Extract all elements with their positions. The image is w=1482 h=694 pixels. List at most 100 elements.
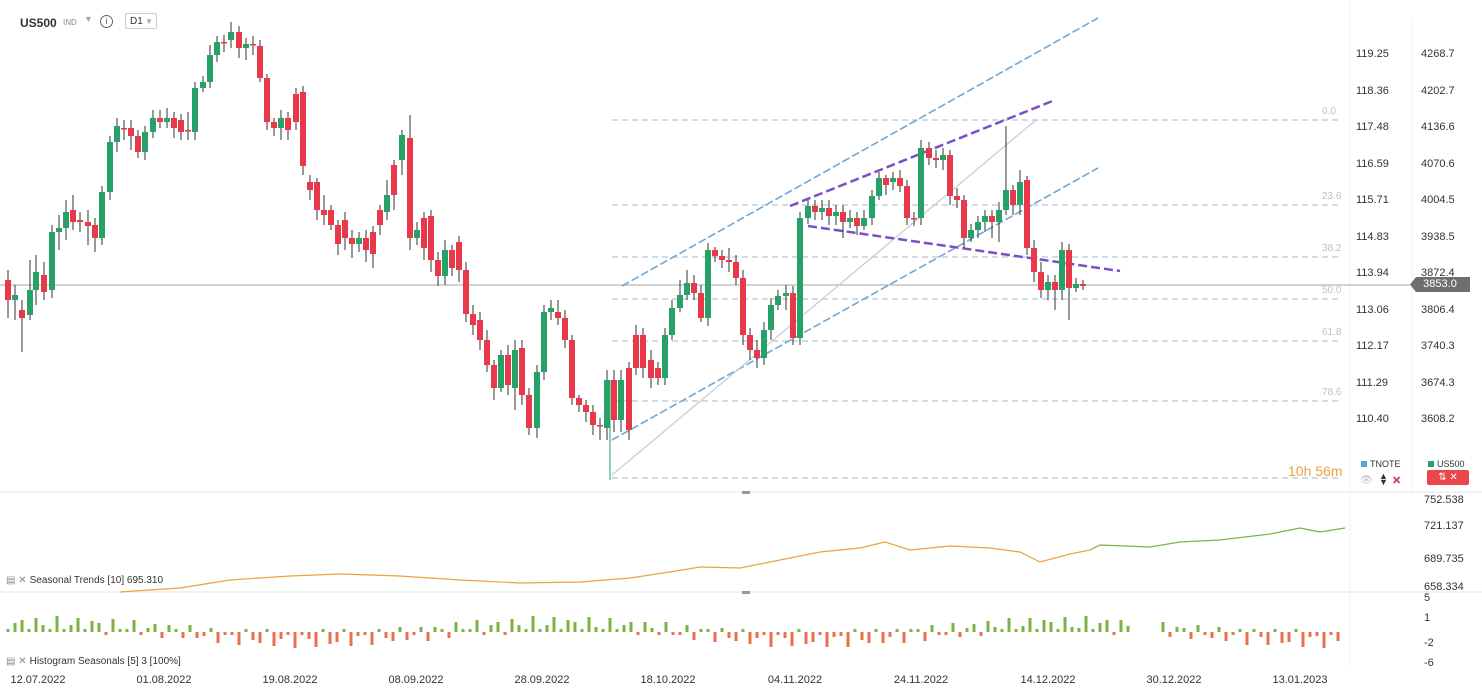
candle[interactable] [562,318,568,340]
candle[interactable] [1003,190,1009,210]
histogram-bar[interactable] [349,632,353,646]
candle[interactable] [135,136,141,152]
candle[interactable] [271,122,277,128]
histogram-bar[interactable] [958,632,962,637]
histogram-bar[interactable] [629,622,633,632]
candle[interactable] [947,155,953,196]
histogram-bar[interactable] [538,629,542,632]
histogram-bar[interactable] [601,629,605,632]
candle[interactable] [456,242,462,270]
histogram-bar[interactable] [1273,629,1277,632]
candle[interactable] [192,88,198,132]
histogram-bar[interactable] [181,632,185,638]
histogram-bar[interactable] [55,616,59,632]
trend-channel-line[interactable] [611,167,1099,441]
candle[interactable] [691,283,697,293]
histogram-bar[interactable] [1161,622,1165,632]
histogram-bar[interactable] [1042,620,1046,632]
histogram-bar[interactable] [454,622,458,632]
candle[interactable] [926,148,932,158]
candle[interactable] [300,92,306,166]
histogram-bar[interactable] [118,629,122,632]
histogram-bar[interactable] [636,632,640,635]
histogram-bar[interactable] [1245,632,1249,645]
candle[interactable] [712,250,718,256]
candle[interactable] [705,250,711,318]
candle[interactable] [526,395,532,428]
candle[interactable] [576,398,582,405]
histogram-bar[interactable] [804,632,808,644]
histogram-bar[interactable] [895,629,899,632]
histogram-bar[interactable] [517,625,521,632]
candle[interactable] [285,118,291,130]
candle[interactable] [677,295,683,308]
histogram-bar[interactable] [153,624,157,632]
candle[interactable] [1038,272,1044,290]
histogram-bar[interactable] [377,629,381,632]
wedge-upper-line[interactable] [789,98,1056,208]
histogram-bar[interactable] [1028,618,1032,632]
histogram-bar[interactable] [90,621,94,632]
histogram-bar[interactable] [1049,622,1053,632]
histogram-bar[interactable] [265,629,269,632]
candle[interactable] [548,308,554,312]
candle[interactable] [243,44,249,48]
candle[interactable] [733,262,739,278]
histogram-bar[interactable] [1329,632,1333,635]
candle[interactable] [933,158,939,160]
histogram-bar[interactable] [986,621,990,632]
histogram-bar[interactable] [279,632,283,639]
histogram-bar[interactable] [6,629,10,632]
candle[interactable] [1080,284,1086,286]
histogram-bar[interactable] [818,632,822,635]
candle[interactable] [221,42,227,44]
candle[interactable] [356,238,362,244]
histogram-bar[interactable] [748,632,752,644]
histogram-bar[interactable] [650,628,654,632]
histogram-bar[interactable] [293,632,297,648]
candle[interactable] [740,278,746,335]
candle[interactable] [250,44,256,46]
candle[interactable] [1059,250,1065,290]
histogram-bar[interactable] [62,629,66,632]
histogram-bar[interactable] [643,622,647,632]
candle[interactable] [826,208,832,216]
candle[interactable] [918,148,924,218]
candle[interactable] [214,42,220,55]
candle[interactable] [164,118,170,122]
histogram-bar[interactable] [552,617,556,632]
histogram-bar[interactable] [258,632,262,643]
candle[interactable] [407,138,413,238]
candle[interactable] [463,270,469,314]
histogram-bar[interactable] [930,625,934,632]
histogram-bar[interactable] [209,628,213,632]
move-updown-icon[interactable]: ▲ ▼ [1379,471,1388,487]
histogram-bar[interactable] [566,620,570,632]
histogram-bar[interactable] [678,632,682,635]
panel-resize-handle[interactable] [742,491,750,494]
histogram-bar[interactable] [1203,632,1207,635]
histogram-bar[interactable] [216,632,220,643]
candle[interactable] [1017,182,1023,205]
histogram-bar[interactable] [797,629,801,632]
histogram-bar[interactable] [174,629,178,632]
histogram-bar[interactable] [363,632,367,635]
histogram-bar[interactable] [790,632,794,646]
histogram-bar[interactable] [20,620,24,632]
histogram-bar[interactable] [762,632,766,635]
candle[interactable] [840,212,846,222]
candle[interactable] [321,210,327,215]
histogram-bar[interactable] [580,629,584,632]
candle[interactable] [761,330,767,358]
candle[interactable] [1045,282,1051,290]
histogram-bar[interactable] [1014,629,1018,632]
histogram-bar[interactable] [1280,632,1284,643]
histogram-bar[interactable] [783,632,787,638]
histogram-bar[interactable] [27,629,31,632]
histogram-bar[interactable] [657,632,661,635]
histogram-bar[interactable] [1217,627,1221,632]
histogram-bar[interactable] [622,625,626,632]
candle[interactable] [442,250,448,276]
histogram-bar[interactable] [951,623,955,632]
candle[interactable] [569,340,575,398]
